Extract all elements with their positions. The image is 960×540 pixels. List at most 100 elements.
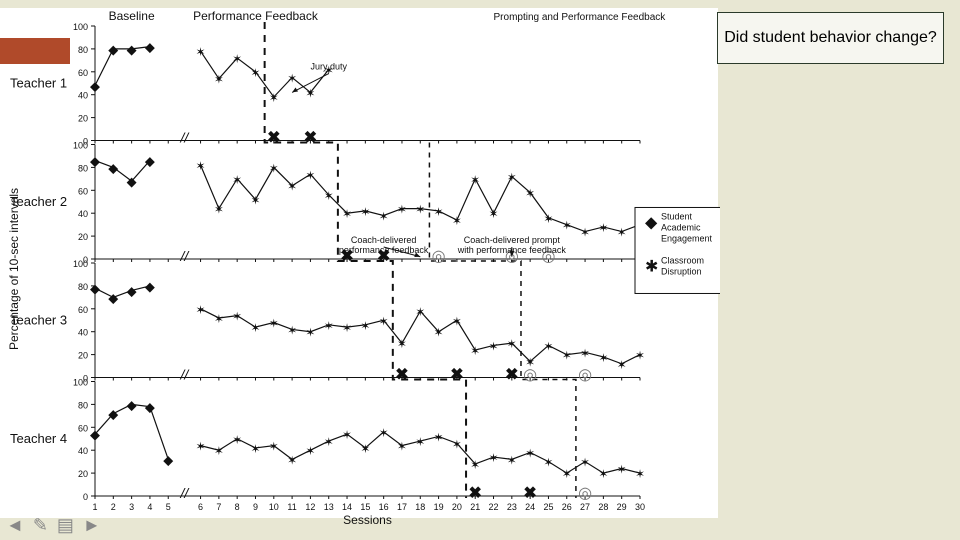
svg-text:✶: ✶ (250, 321, 260, 335)
svg-text:✖: ✖ (505, 367, 518, 384)
svg-text:20: 20 (78, 469, 88, 479)
svg-text:✶: ✶ (470, 344, 480, 358)
svg-text:◆: ◆ (163, 452, 173, 467)
svg-text:✖: ✖ (523, 485, 536, 502)
svg-text:Teacher 2: Teacher 2 (10, 194, 67, 209)
svg-text:✱: ✱ (645, 258, 658, 275)
svg-text:9: 9 (253, 502, 258, 512)
multiple-baseline-chart: BaselinePerformance FeedbackPrompting an… (0, 8, 720, 530)
svg-text:✶: ✶ (452, 214, 462, 228)
svg-text:✶: ✶ (360, 442, 370, 456)
svg-text:1: 1 (92, 502, 97, 512)
svg-text:60: 60 (78, 305, 88, 315)
svg-text:20: 20 (78, 232, 88, 242)
svg-text:✶: ✶ (232, 433, 242, 447)
svg-text:✶: ✶ (397, 440, 407, 454)
svg-text:✶: ✶ (214, 444, 224, 458)
svg-text:Jury duty: Jury duty (310, 62, 347, 72)
svg-text:100: 100 (73, 259, 88, 269)
svg-text:3: 3 (129, 502, 134, 512)
svg-text:40: 40 (78, 209, 88, 219)
svg-text:23: 23 (507, 502, 517, 512)
svg-text:✶: ✶ (379, 209, 389, 223)
svg-text:✶: ✶ (452, 437, 462, 451)
svg-text:✶: ✶ (434, 205, 444, 219)
svg-text:7: 7 (216, 502, 221, 512)
svg-text:◎: ◎ (432, 248, 446, 265)
svg-text:30: 30 (635, 502, 645, 512)
svg-text:21: 21 (470, 502, 480, 512)
svg-text:0: 0 (83, 492, 88, 502)
svg-text:✖: ✖ (395, 367, 408, 384)
svg-text:100: 100 (73, 22, 88, 32)
svg-text:40: 40 (78, 91, 88, 101)
svg-text:✶: ✶ (635, 467, 645, 481)
svg-text:14: 14 (342, 502, 352, 512)
svg-text:Coach-delivered: Coach-delivered (351, 235, 417, 245)
svg-text:15: 15 (360, 502, 370, 512)
svg-text:✶: ✶ (507, 453, 517, 467)
svg-text:6: 6 (198, 502, 203, 512)
svg-text:◆: ◆ (90, 79, 100, 94)
svg-text:29: 29 (617, 502, 627, 512)
svg-text:✖: ✖ (450, 367, 463, 384)
svg-text:60: 60 (78, 423, 88, 433)
bg-band-right (718, 0, 960, 540)
svg-text:✶: ✶ (562, 349, 572, 363)
slide-nav-icons[interactable]: ◄ ✎ ▤ ► (6, 515, 103, 536)
svg-text://: // (180, 130, 191, 146)
svg-text:Disruption: Disruption (661, 266, 702, 276)
svg-text:17: 17 (397, 502, 407, 512)
svg-text:Teacher 3: Teacher 3 (10, 312, 67, 327)
svg-text:60: 60 (78, 186, 88, 196)
svg-text:12: 12 (305, 502, 315, 512)
svg-text:✶: ✶ (287, 72, 297, 86)
svg-text:60: 60 (78, 68, 88, 78)
svg-text:✶: ✶ (635, 349, 645, 363)
svg-text:27: 27 (580, 502, 590, 512)
svg-text:✶: ✶ (379, 426, 389, 440)
svg-text:16: 16 (379, 502, 389, 512)
svg-text:80: 80 (78, 45, 88, 55)
svg-text:18: 18 (415, 502, 425, 512)
svg-text:✶: ✶ (196, 303, 206, 317)
svg-text:✶: ✶ (543, 456, 553, 470)
svg-text:◆: ◆ (645, 214, 658, 231)
svg-text:Prompting and Performance Feed: Prompting and Performance Feedback (494, 12, 667, 23)
svg-text:✶: ✶ (305, 444, 315, 458)
svg-text:✖: ✖ (267, 130, 280, 147)
svg-text://: // (180, 248, 191, 264)
svg-text:Performance Feedback: Performance Feedback (193, 9, 319, 23)
svg-text:80: 80 (78, 163, 88, 173)
svg-text://: // (180, 367, 191, 383)
svg-text:Sessions: Sessions (343, 513, 392, 527)
svg-text:80: 80 (78, 282, 88, 292)
svg-text:8: 8 (235, 502, 240, 512)
svg-text:20: 20 (78, 351, 88, 361)
slide-root: Did student behavior change? BaselinePer… (0, 0, 960, 540)
svg-text:✶: ✶ (342, 321, 352, 335)
svg-text:✶: ✶ (562, 467, 572, 481)
svg-text:100: 100 (73, 141, 88, 151)
svg-text:Student: Student (661, 211, 693, 221)
svg-text:✶: ✶ (580, 456, 590, 470)
svg-text:✶: ✶ (214, 312, 224, 326)
svg-text://: // (180, 485, 191, 501)
svg-text:24: 24 (525, 502, 535, 512)
svg-text:11: 11 (287, 502, 296, 512)
svg-text:✶: ✶ (598, 467, 608, 481)
svg-text:✶: ✶ (305, 168, 315, 182)
svg-text:Classroom: Classroom (661, 255, 704, 265)
svg-text:◎: ◎ (578, 367, 592, 384)
svg-text:✶: ✶ (324, 435, 334, 449)
svg-text:◎: ◎ (523, 367, 537, 384)
callout-text: Did student behavior change? (724, 29, 937, 47)
svg-text:40: 40 (78, 328, 88, 338)
svg-text:4: 4 (147, 502, 152, 512)
svg-text:performance feedback: performance feedback (339, 245, 429, 255)
svg-text:✖: ✖ (469, 485, 482, 502)
svg-text:Academic: Academic (661, 222, 701, 232)
svg-text:28: 28 (598, 502, 608, 512)
svg-text:✶: ✶ (287, 453, 297, 467)
svg-text:✶: ✶ (250, 442, 260, 456)
